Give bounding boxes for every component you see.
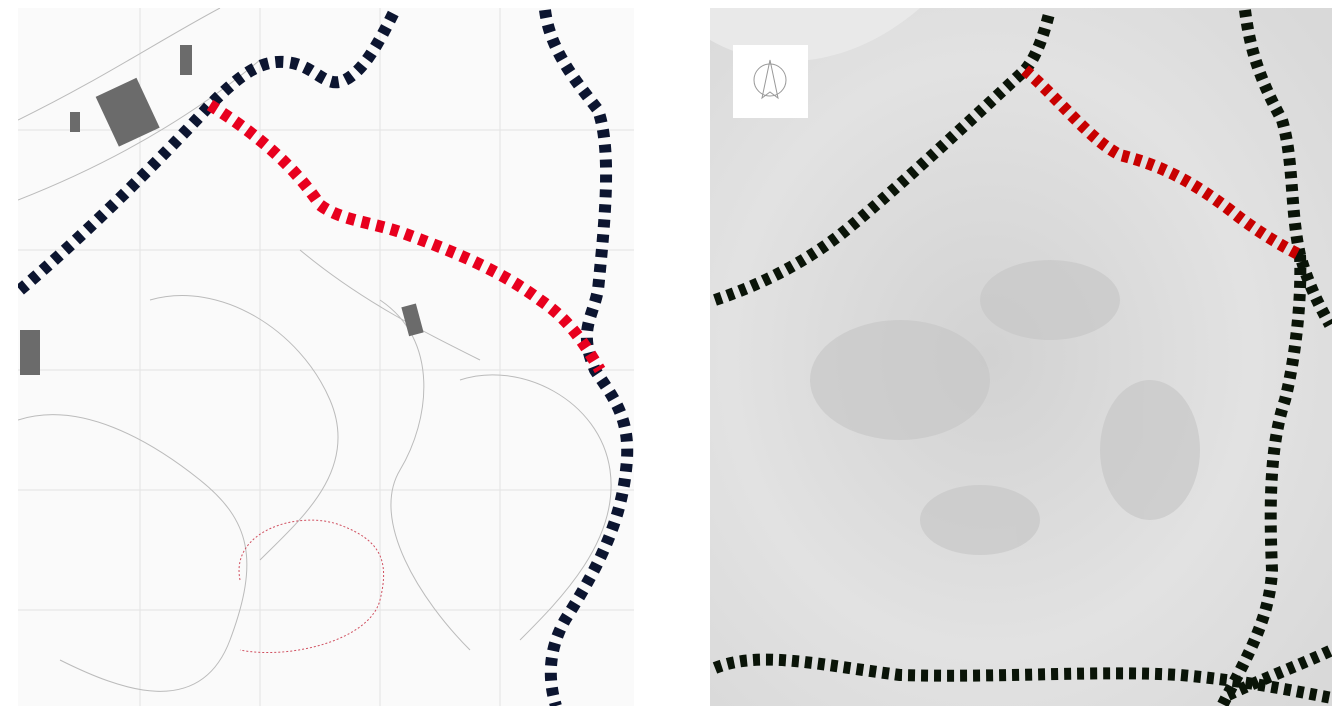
north-arrow-box [733,45,808,118]
route-dashed [18,8,401,295]
red-survey-line [238,519,385,653]
route-highlight [1021,65,1303,261]
route-highlight [206,99,606,374]
route-dashed [713,8,1056,306]
historic-map [18,8,634,706]
buildings [20,45,424,375]
contours [18,8,612,692]
relief-map [710,8,1332,706]
route-dashed [1239,9,1332,328]
map-background [710,8,1332,706]
north-arrow [753,59,787,100]
route-dashed [1225,644,1332,701]
route-dashed [712,653,1332,704]
relief-shading [810,260,1200,555]
